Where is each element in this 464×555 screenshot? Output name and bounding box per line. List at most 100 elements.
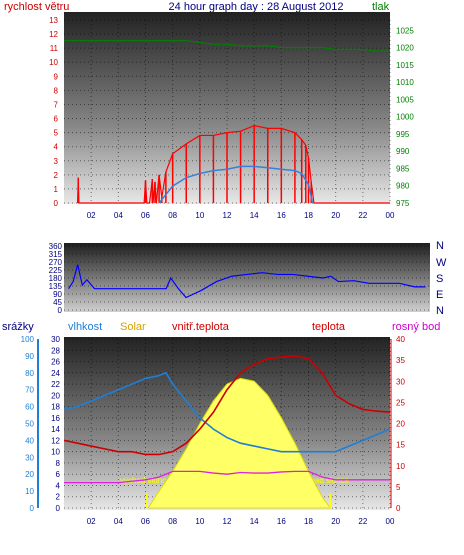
humidity-tick-label: 70 bbox=[25, 386, 34, 395]
temperature-tick-label: 30 bbox=[396, 377, 405, 386]
temperature-tick-label: 35 bbox=[396, 356, 405, 365]
wind-x-tick-label: 06 bbox=[141, 211, 150, 220]
climate-y-tick-label: 12 bbox=[51, 436, 60, 445]
temperature-line bbox=[63, 355, 391, 456]
wind-y-tick-label: 11 bbox=[50, 44, 59, 53]
direction-y-tick-label: 315 bbox=[49, 250, 63, 259]
temperature-tick-label: 10 bbox=[396, 462, 405, 471]
wind-y-tick-label: 10 bbox=[49, 58, 58, 67]
wind-max-line bbox=[76, 124, 390, 204]
humidity-tick-label: 90 bbox=[25, 352, 34, 361]
legend-humidity: vlhkost bbox=[68, 321, 102, 333]
climate-y-tick-label: 2 bbox=[56, 493, 61, 502]
pressure-tick-label: 975 bbox=[396, 199, 410, 208]
temperature-tick-label: 25 bbox=[396, 398, 405, 407]
pressure-tick-label: 985 bbox=[396, 164, 410, 173]
pressure-line bbox=[64, 40, 390, 52]
temperature-tick-label: 15 bbox=[396, 441, 405, 450]
direction-y-tick-label: 0 bbox=[58, 306, 63, 315]
legend-rain: srážky bbox=[2, 321, 34, 333]
direction-letter-e: E bbox=[436, 289, 443, 301]
pressure-tick-label: 1015 bbox=[396, 61, 414, 70]
chart-marks bbox=[63, 40, 426, 509]
wind-y-tick-label: 12 bbox=[49, 30, 58, 39]
temperature-tick-label: 20 bbox=[396, 420, 405, 429]
pressure-tick-label: 1020 bbox=[396, 44, 414, 53]
wind-y-tick-label: 9 bbox=[54, 72, 59, 81]
wind-x-tick-label: 00 bbox=[386, 211, 395, 220]
direction-letter-w: W bbox=[436, 257, 447, 269]
climate-x-tick-label: 06 bbox=[141, 517, 150, 526]
sunrise-label: východ slunce bbox=[120, 476, 171, 485]
wind-x-tick-label: 20 bbox=[331, 211, 340, 220]
wind-average-line bbox=[158, 165, 314, 204]
climate-x-tick-label: 16 bbox=[277, 517, 286, 526]
dewpoint-line bbox=[64, 470, 390, 484]
wind-direction-line bbox=[68, 264, 426, 299]
direction-y-tick-label: 45 bbox=[53, 298, 62, 307]
axis-labels: 0123456789101112139759809859909951000100… bbox=[21, 16, 415, 526]
temperature-tick-label: 40 bbox=[396, 335, 405, 344]
humidity-tick-label: 20 bbox=[25, 470, 34, 479]
wind-x-tick-label: 08 bbox=[168, 211, 177, 220]
direction-y-tick-label: 135 bbox=[49, 282, 63, 291]
climate-y-tick-label: 16 bbox=[51, 414, 60, 423]
climate-y-tick-label: 22 bbox=[51, 380, 60, 389]
legend-indoor-temp: vnitř.teplota bbox=[172, 321, 230, 333]
direction-letter-s: S bbox=[436, 273, 443, 285]
wind-x-tick-label: 02 bbox=[87, 211, 96, 220]
wind-x-tick-label: 22 bbox=[358, 211, 367, 220]
climate-y-tick-label: 8 bbox=[56, 459, 61, 468]
climate-y-tick-label: 24 bbox=[51, 369, 60, 378]
wind-y-tick-label: 13 bbox=[49, 16, 58, 25]
climate-x-tick-label: 08 bbox=[168, 517, 177, 526]
climate-y-tick-label: 4 bbox=[56, 481, 61, 490]
wind-y-tick-label: 4 bbox=[54, 143, 59, 152]
legend-solar: Solar bbox=[120, 321, 146, 333]
wind-y-tick-label: 2 bbox=[54, 171, 59, 180]
wind-y-tick-label: 5 bbox=[54, 129, 59, 138]
humidity-tick-label: 30 bbox=[25, 453, 34, 462]
pressure-tick-label: 1025 bbox=[396, 26, 414, 35]
climate-x-tick-label: 00 bbox=[386, 517, 395, 526]
humidity-tick-label: 80 bbox=[25, 369, 34, 378]
climate-y-tick-label: 26 bbox=[51, 358, 60, 367]
climate-x-tick-label: 10 bbox=[195, 517, 204, 526]
wind-x-tick-label: 16 bbox=[277, 211, 286, 220]
page-title: 24 hour graph day : 28 August 2012 bbox=[169, 1, 344, 13]
humidity-tick-label: 10 bbox=[25, 487, 34, 496]
climate-x-tick-label: 12 bbox=[223, 517, 232, 526]
pressure-tick-label: 1010 bbox=[396, 78, 414, 87]
climate-x-tick-label: 18 bbox=[304, 517, 313, 526]
climate-y-tick-label: 0 bbox=[56, 504, 61, 513]
pressure-tick-label: 1000 bbox=[396, 113, 414, 122]
humidity-tick-label: 100 bbox=[21, 335, 35, 344]
pressure-tick-label: 1005 bbox=[396, 95, 414, 104]
wind-x-tick-label: 12 bbox=[223, 211, 232, 220]
climate-y-tick-label: 6 bbox=[56, 470, 61, 479]
climate-x-tick-label: 22 bbox=[358, 517, 367, 526]
direction-y-tick-label: 225 bbox=[49, 266, 63, 275]
climate-y-tick-label: 28 bbox=[51, 346, 60, 355]
legend-temp: teplota bbox=[312, 321, 346, 333]
wind-y-tick-label: 7 bbox=[54, 100, 59, 109]
climate-y-tick-label: 30 bbox=[51, 335, 60, 344]
wind-x-tick-label: 18 bbox=[304, 211, 313, 220]
wind-y-tick-label: 0 bbox=[54, 199, 59, 208]
humidity-tick-label: 40 bbox=[25, 436, 34, 445]
humidity-tick-label: 0 bbox=[30, 504, 35, 513]
climate-y-tick-label: 10 bbox=[51, 448, 60, 457]
climate-x-tick-label: 20 bbox=[331, 517, 340, 526]
direction-y-tick-label: 270 bbox=[49, 258, 63, 267]
pressure-axis-title: tlak bbox=[372, 1, 390, 13]
wind-x-tick-label: 14 bbox=[250, 211, 259, 220]
climate-x-tick-label: 02 bbox=[87, 517, 96, 526]
climate-y-tick-label: 20 bbox=[51, 391, 60, 400]
direction-y-tick-label: 180 bbox=[49, 274, 63, 283]
sunset-label: západ slunce bbox=[302, 476, 350, 485]
pressure-tick-label: 980 bbox=[396, 182, 410, 191]
temperature-tick-label: 5 bbox=[396, 483, 401, 492]
wind-x-tick-label: 10 bbox=[195, 211, 204, 220]
pressure-tick-label: 990 bbox=[396, 147, 410, 156]
